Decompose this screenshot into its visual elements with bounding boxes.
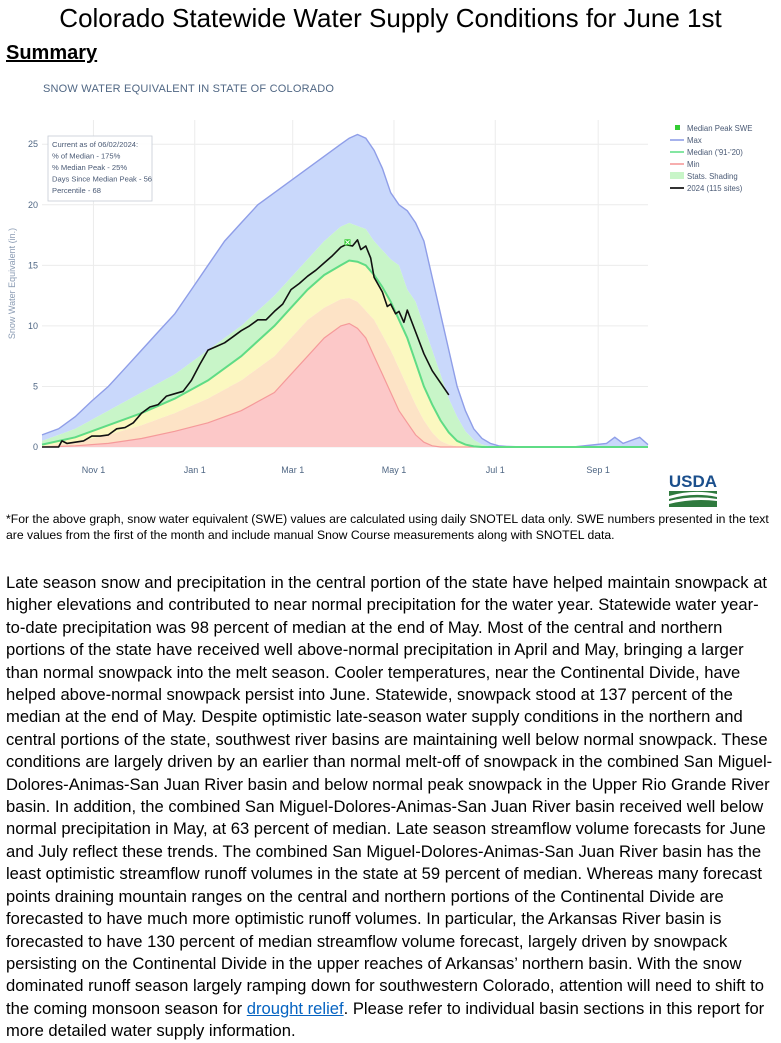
median-peak-marker [344,239,351,246]
swe-chart-container: SNOW WATER EQUIVALENT IN STATE OF COLORA… [0,75,781,505]
legend-label: Max [687,136,702,145]
band-min-zero [42,323,648,447]
y-axis-label: Snow Water Equivalent (in.) [7,228,17,339]
annotation-line: % of Median - 175% [52,152,121,161]
annotation-line: Current as of 06/02/2024: [52,140,138,149]
legend-label: 2024 (115 sites) [687,184,743,193]
chart-annotation: Current as of 06/02/2024: % of Median - 1… [47,135,153,202]
usda-logo: USDA [669,472,717,507]
x-tick-label: Nov 1 [82,465,106,475]
y-tick-label: 15 [28,260,38,270]
svg-text:USDA: USDA [669,472,717,491]
legend-marker [675,125,680,130]
band-upper-median [42,222,648,447]
summary-paragraph: Late season snow and precipitation in th… [6,572,778,1043]
x-tick-label: Sep 1 [586,465,610,475]
y-tick-label: 20 [28,200,38,210]
chart-title: SNOW WATER EQUIVALENT IN STATE OF COLORA… [43,83,335,95]
band-lower-min [42,298,648,447]
min-line [41,322,648,448]
annotation-line: Percentile - 68 [52,186,101,195]
x-tick-label: Jan 1 [184,465,206,475]
y-tick-label: 10 [28,321,38,331]
y-tick-label: 0 [33,442,38,452]
legend-label: Median Peak SWE [687,124,752,133]
band-max-upper [42,134,648,447]
x-tick-label: Mar 1 [281,465,304,475]
chart-footnote: *For the above graph, snow water equival… [6,512,769,542]
section-heading: Summary [6,42,98,64]
legend-swatch [670,172,684,179]
annotation-line: Days Since Median Peak - 56 [52,175,152,184]
annotation-line: % Median Peak - 25% [52,163,127,172]
x-tick-label: Jul 1 [486,465,505,475]
current-year-line [42,239,450,448]
drought-relief-link[interactable]: drought relief [246,998,344,1018]
swe-chart: 0 5 10 15 20 25 Nov 1 Jan 1 Mar 1 May 1 Jul 1 Sep 1… [7,120,752,475]
legend-label: Min [687,160,700,169]
summary-text: Late season snow and precipitation in th… [6,573,773,1018]
x-tick-label: May 1 [382,465,407,475]
median-peak-cross [345,239,350,245]
chart-legend: Median Peak SWE Max Median ('91-'20) Min Sta… [670,124,752,193]
band-median-lower [42,260,648,447]
legend-label: Median ('91-'20) [687,148,743,157]
legend-label: Stats. Shading [687,172,738,181]
document-title: Colorado Statewide Water Supply Conditio… [59,3,722,33]
y-tick-label: 25 [28,139,38,149]
annotation-box [47,135,153,202]
y-tick-label: 5 [33,381,38,391]
